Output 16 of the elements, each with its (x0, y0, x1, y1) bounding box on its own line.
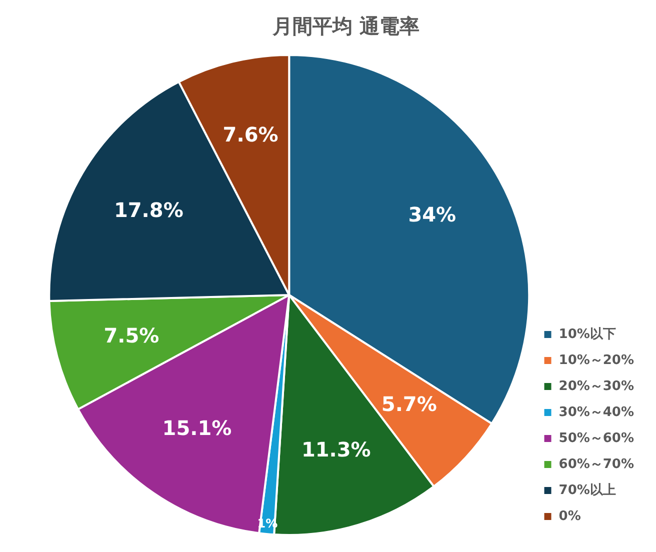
legend-label: 10%以下 (558, 326, 616, 342)
data-label: 7.6% (222, 122, 278, 147)
data-label: 5.7% (381, 392, 437, 416)
data-label: 7.5% (104, 323, 160, 348)
legend-label: 30%～40% (558, 404, 634, 420)
data-label: 34% (408, 202, 456, 227)
legend-label: 0% (558, 508, 581, 524)
legend-label: 10%～20% (558, 352, 634, 368)
data-label: 17.8% (114, 198, 184, 222)
legend-label: 50%～60% (558, 430, 634, 446)
chart-title: 月間平均 通電率 (272, 14, 420, 38)
legend-label: 60%～70% (558, 456, 634, 472)
data-label: 11.3% (301, 437, 371, 462)
legend-label: 70%以上 (558, 482, 616, 498)
legend-label: 20%～30% (558, 378, 634, 394)
data-label: 15.1% (162, 416, 232, 440)
